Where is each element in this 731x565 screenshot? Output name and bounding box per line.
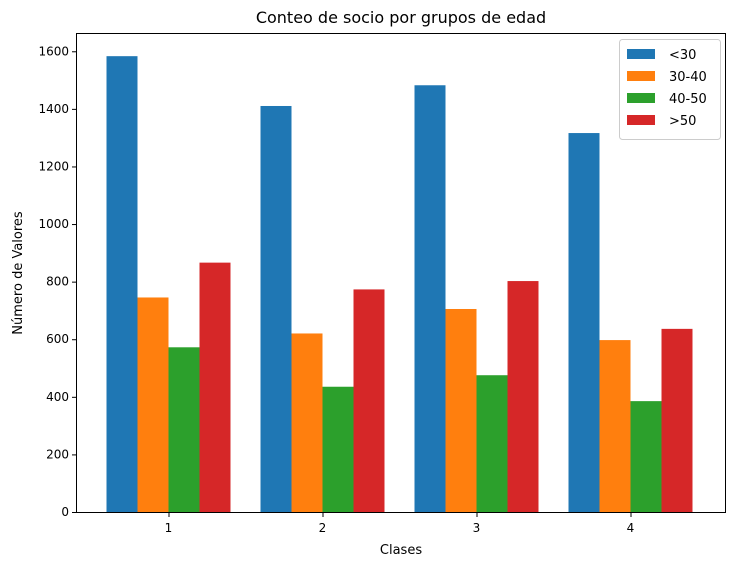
chart-title: Conteo de socio por grupos de edad [256, 8, 546, 27]
x-tick-label: 4 [627, 521, 635, 535]
bar-4-series-4 [661, 328, 693, 512]
legend-swatch [627, 115, 655, 125]
legend-swatch [627, 71, 655, 81]
legend-label: 40-50 [669, 92, 707, 107]
bar-4-series-1 [568, 133, 600, 512]
bar-3-series-3 [476, 375, 508, 512]
bar-4-series-3 [630, 401, 662, 512]
y-tick-label: 600 [46, 332, 69, 346]
y-axis: 0 200 400 600 800 1000 1200 1400 1600 [38, 44, 77, 519]
bar-3-series-2 [445, 308, 477, 512]
y-tick-label: 0 [61, 505, 69, 519]
bar-2-series-2 [291, 333, 323, 512]
y-tick-label: 1200 [38, 159, 69, 173]
x-axis-label: Clases [380, 543, 422, 558]
y-tick-label: 800 [46, 275, 69, 289]
bar-1-series-3 [168, 347, 200, 512]
plot-frame [76, 33, 726, 513]
y-tick-label: 200 [46, 447, 69, 461]
legend-swatch [627, 93, 655, 103]
x-axis: 1 2 3 4 [165, 512, 635, 535]
bars-group [106, 56, 693, 513]
bar-1-series-1 [106, 56, 138, 512]
x-tick-label: 1 [165, 521, 173, 535]
bar-2-series-1 [260, 105, 292, 513]
x-tick-label: 3 [473, 521, 481, 535]
legend-label: >50 [669, 114, 696, 129]
bar-1-series-4 [199, 262, 231, 512]
legend-label: <30 [669, 48, 696, 63]
legend-swatch [627, 49, 655, 59]
bar-3-series-1 [414, 85, 446, 512]
bar-2-series-3 [322, 386, 354, 512]
legend-label: 30-40 [669, 70, 707, 85]
bar-4-series-2 [599, 340, 631, 512]
legend: <30 30-40 40-50 >50 [619, 39, 721, 140]
bar-3-series-4 [507, 281, 539, 512]
legend-box [619, 39, 721, 140]
x-tick-label: 2 [319, 521, 327, 535]
y-tick-label: 1600 [38, 44, 69, 58]
y-tick-label: 400 [46, 390, 69, 404]
y-tick-label: 1400 [38, 102, 69, 116]
bar-2-series-4 [353, 289, 385, 512]
bar-1-series-2 [137, 297, 169, 512]
y-axis-label: Número de Valores [11, 211, 26, 335]
y-tick-label: 1000 [38, 217, 69, 231]
